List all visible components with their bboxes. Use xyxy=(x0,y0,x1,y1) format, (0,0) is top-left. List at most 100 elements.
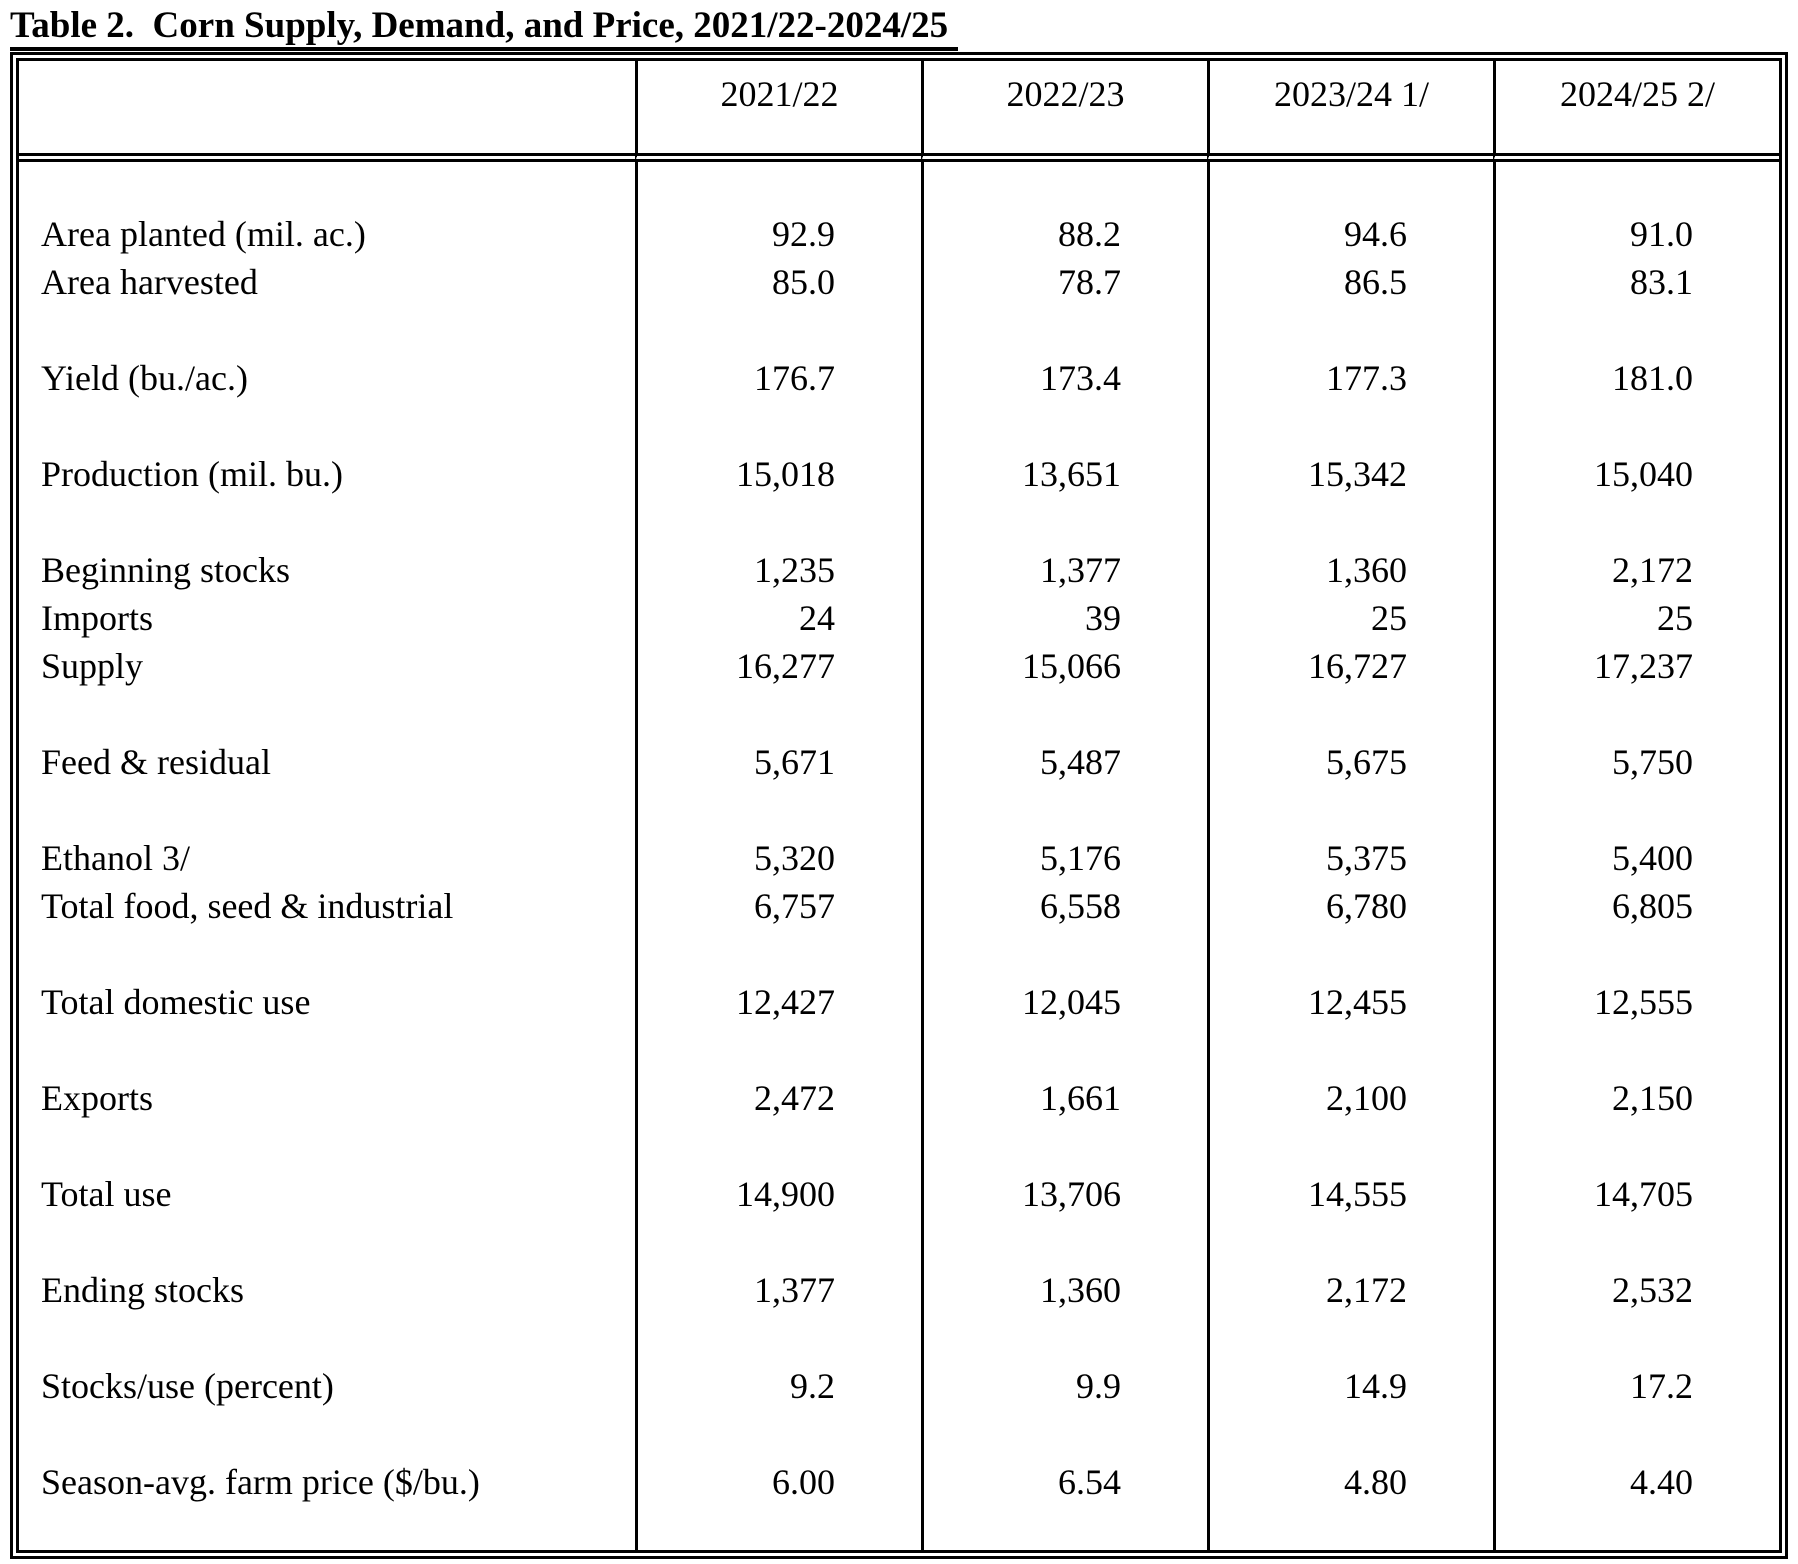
spacer-row xyxy=(19,498,1779,546)
cell-value: 5,675 xyxy=(1207,738,1493,786)
cell-value: 1,377 xyxy=(921,546,1207,594)
spacer-row xyxy=(19,1026,1779,1074)
cell-value: 83.1 xyxy=(1493,258,1779,306)
spacer-cell xyxy=(19,1026,635,1074)
row-label: Supply xyxy=(41,646,144,686)
spacer-cell xyxy=(1207,1026,1493,1074)
table-row: Ending stocks 1,377 1,360 2,172 2,532 xyxy=(19,1266,1779,1314)
spacer-cell xyxy=(1207,1218,1493,1266)
table-body: Area planted (mil. ac.) 92.9 88.2 94.6 9… xyxy=(19,162,1779,1550)
cell-value: 1,377 xyxy=(635,1266,921,1314)
spacer-cell xyxy=(19,306,635,354)
cell-value: 39 xyxy=(921,594,1207,642)
cell-value: 15,342 xyxy=(1207,450,1493,498)
spacer-cell xyxy=(1207,1122,1493,1170)
cell-value: 5,487 xyxy=(921,738,1207,786)
table-header: 2021/22 2022/23 2023/24 1/ 2024/25 2/ xyxy=(19,61,1779,162)
cell-value: 6,558 xyxy=(921,882,1207,930)
spacer-cell xyxy=(1493,786,1779,834)
spacer-row xyxy=(19,1410,1779,1458)
spacer-cell xyxy=(635,786,921,834)
row-label: Stocks/use (percent) xyxy=(41,1366,334,1406)
cell-value: 4.80 xyxy=(1207,1458,1493,1506)
spacer-row xyxy=(19,1314,1779,1362)
cell-value: 5,320 xyxy=(635,834,921,882)
spacer-cell xyxy=(635,306,921,354)
spacer-cell xyxy=(1207,498,1493,546)
spacer-cell xyxy=(921,1410,1207,1458)
cell-value: 177.3 xyxy=(1207,354,1493,402)
spacer-cell xyxy=(1493,1026,1779,1074)
spacer-cell xyxy=(19,930,635,978)
table-row: Total domestic use 12,427 12,045 12,455 … xyxy=(19,978,1779,1026)
spacer-cell xyxy=(1493,1314,1779,1362)
spacer-cell xyxy=(921,690,1207,738)
cell-value: 2,472 xyxy=(635,1074,921,1122)
spacer-cell xyxy=(19,1506,635,1550)
table-row: Area harvested 85.0 78.7 86.5 83.1 xyxy=(19,258,1779,306)
spacer-cell xyxy=(19,162,635,210)
spacer-cell xyxy=(19,786,635,834)
spacer-cell xyxy=(1207,1410,1493,1458)
table-row: Stocks/use (percent) 9.2 9.9 14.9 17.2 xyxy=(19,1362,1779,1410)
spacer-row xyxy=(19,1218,1779,1266)
cell-value: 13,706 xyxy=(921,1170,1207,1218)
row-label: Total use xyxy=(41,1174,172,1214)
cell-value: 1,360 xyxy=(1207,546,1493,594)
row-label: Season-avg. farm price ($/bu.) xyxy=(41,1462,480,1502)
spacer-cell xyxy=(635,1122,921,1170)
row-label: Total domestic use xyxy=(41,982,311,1022)
row-label: Area harvested xyxy=(41,262,258,302)
spacer-cell xyxy=(1493,1218,1779,1266)
cell-value: 16,277 xyxy=(635,642,921,690)
cell-value: 6,757 xyxy=(635,882,921,930)
spacer-cell xyxy=(921,1218,1207,1266)
spacer-row xyxy=(19,402,1779,450)
cell-value: 181.0 xyxy=(1493,354,1779,402)
spacer-cell xyxy=(921,1314,1207,1362)
spacer-cell xyxy=(635,690,921,738)
cell-value: 14,555 xyxy=(1207,1170,1493,1218)
spacer-cell xyxy=(1207,930,1493,978)
spacer-cell xyxy=(1493,690,1779,738)
row-label: Production (mil. bu.) xyxy=(41,454,343,494)
row-label: Total food, seed & industrial xyxy=(41,886,454,926)
spacer-cell xyxy=(921,1026,1207,1074)
cell-value: 25 xyxy=(1207,594,1493,642)
cell-value: 86.5 xyxy=(1207,258,1493,306)
cell-value: 14.9 xyxy=(1207,1362,1493,1410)
column-header-2024-25: 2024/25 2/ xyxy=(1493,61,1779,162)
cell-value: 173.4 xyxy=(921,354,1207,402)
spacer-cell xyxy=(1207,1506,1493,1550)
cell-value: 85.0 xyxy=(635,258,921,306)
cell-value: 9.9 xyxy=(921,1362,1207,1410)
spacer-cell xyxy=(1493,1122,1779,1170)
cell-value: 15,040 xyxy=(1493,450,1779,498)
cell-value: 6,780 xyxy=(1207,882,1493,930)
header-row: 2021/22 2022/23 2023/24 1/ 2024/25 2/ xyxy=(19,61,1779,162)
corn-supply-demand-table: 2021/22 2022/23 2023/24 1/ 2024/25 2/ Ar… xyxy=(10,52,1788,1559)
cell-value: 24 xyxy=(635,594,921,642)
spacer-row xyxy=(19,690,1779,738)
cell-value: 5,400 xyxy=(1493,834,1779,882)
cell-value: 15,018 xyxy=(635,450,921,498)
cell-value: 176.7 xyxy=(635,354,921,402)
spacer-row xyxy=(19,1122,1779,1170)
table-row: Beginning stocks 1,235 1,377 1,360 2,172 xyxy=(19,546,1779,594)
column-header-2021-22: 2021/22 xyxy=(635,61,921,162)
cell-value: 15,066 xyxy=(921,642,1207,690)
spacer-cell xyxy=(635,162,921,210)
cell-value: 2,172 xyxy=(1207,1266,1493,1314)
cell-value: 17,237 xyxy=(1493,642,1779,690)
table-row: Total use 14,900 13,706 14,555 14,705 xyxy=(19,1170,1779,1218)
table-row: Yield (bu./ac.) 176.7 173.4 177.3 181.0 xyxy=(19,354,1779,402)
spacer-cell xyxy=(635,1218,921,1266)
cell-value: 1,235 xyxy=(635,546,921,594)
spacer-cell xyxy=(921,786,1207,834)
spacer-cell xyxy=(635,1410,921,1458)
spacer-cell xyxy=(635,1506,921,1550)
table-row: Feed & residual 5,671 5,487 5,675 5,750 xyxy=(19,738,1779,786)
cell-value: 17.2 xyxy=(1493,1362,1779,1410)
spacer-cell xyxy=(19,402,635,450)
table-row: Ethanol 3/ 5,320 5,176 5,375 5,400 xyxy=(19,834,1779,882)
